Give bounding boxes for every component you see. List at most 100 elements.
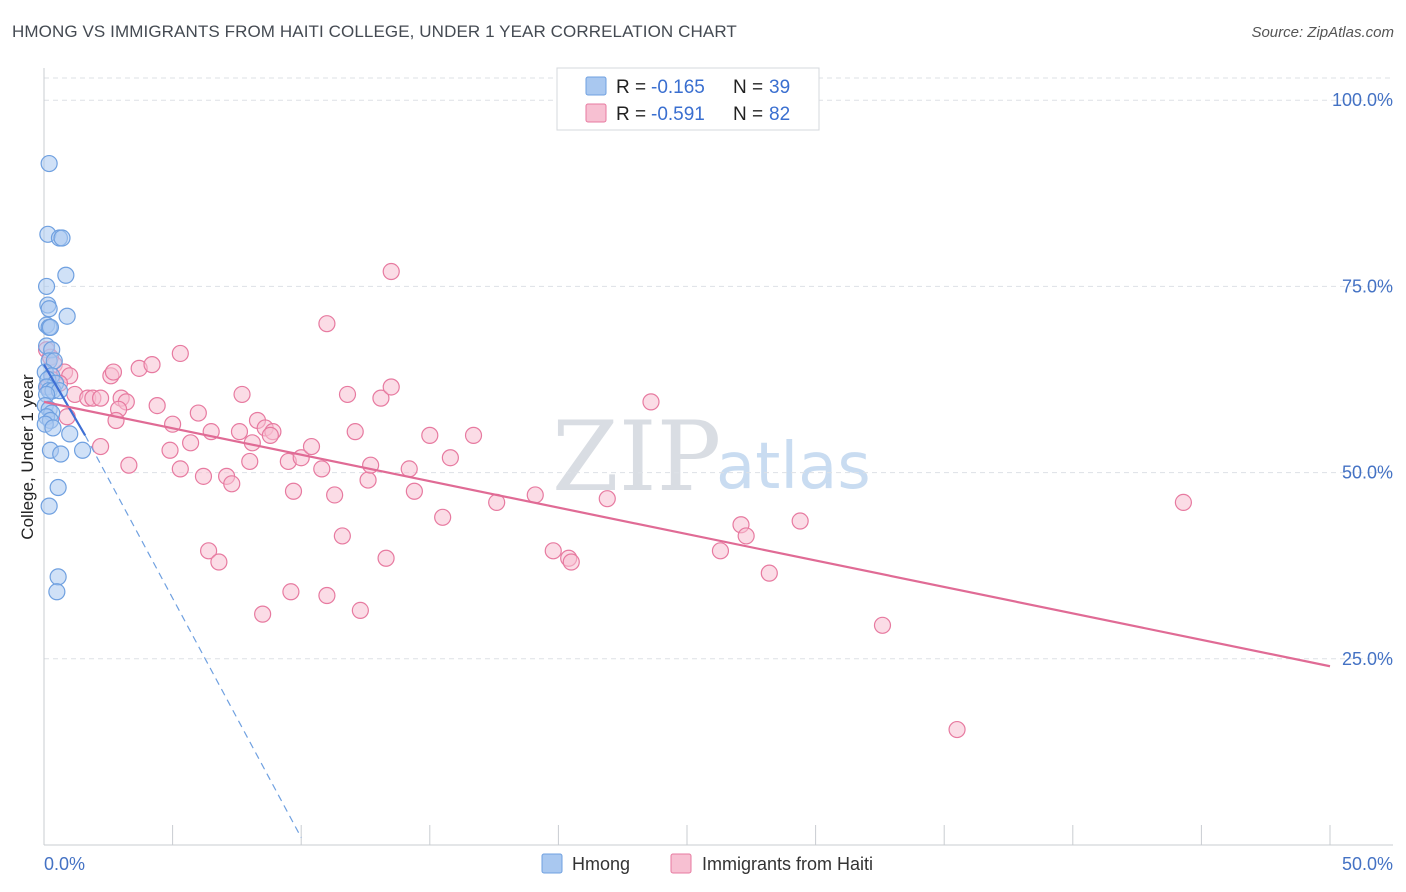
haiti-point-54 (372, 389, 390, 407)
x-tick-label-min: 0.0% (44, 854, 85, 874)
y-tick-labels: 100.0% 75.0% 50.0% 25.0% (1332, 90, 1393, 669)
haiti-point-60 (441, 449, 459, 467)
hmong-point-31 (44, 419, 62, 437)
haiti-point-22 (91, 437, 110, 456)
haiti-point-26 (161, 441, 179, 459)
series-legend: Hmong Immigrants from Haiti (541, 853, 873, 874)
legend-haiti-r-label: R = (616, 104, 646, 125)
haiti-point-65 (544, 542, 562, 560)
series-hmong-points (36, 154, 92, 601)
haiti-point-74 (791, 512, 809, 530)
haiti-trendline (43, 400, 1331, 668)
haiti-point-34 (230, 423, 249, 441)
hmong-point-8 (58, 307, 76, 325)
haiti-point-67 (562, 553, 580, 571)
bottom-legend-swatch-haiti (670, 853, 692, 874)
haiti-point-30 (194, 467, 213, 485)
haiti-point-51 (346, 423, 364, 441)
axes (43, 68, 1393, 846)
hmong-point-38 (49, 568, 67, 586)
series-haiti-points (37, 262, 1192, 739)
haiti-point-56 (377, 549, 395, 567)
y-tick-label-0: 100.0% (1332, 90, 1393, 110)
haiti-point-57 (400, 460, 418, 478)
haiti-point-72 (737, 527, 755, 545)
legend-hmong-r-value: -0.165 (651, 77, 705, 98)
haiti-point-73 (760, 564, 778, 582)
hmong-point-37 (40, 497, 58, 515)
x-tick-label-max: 50.0% (1342, 854, 1393, 874)
haiti-point-50 (333, 527, 351, 545)
haiti-point-47 (318, 315, 336, 333)
hmong-point-3 (53, 229, 71, 247)
gridlines (44, 77, 1393, 660)
haiti-point-82 (318, 586, 336, 605)
trendlines (43, 364, 1331, 838)
y-tick-label-3: 25.0% (1342, 649, 1393, 669)
haiti-point-55 (382, 378, 400, 396)
y-tick-label-2: 50.0% (1342, 463, 1393, 483)
hmong-point-35 (52, 445, 70, 463)
haiti-point-11 (58, 408, 76, 426)
hmong-trend-extension (84, 435, 302, 838)
legend-swatch-haiti (585, 103, 607, 123)
haiti-point-79 (210, 553, 228, 571)
hmong-point-34 (73, 441, 92, 459)
legend-hmong-n-value: 39 (769, 77, 790, 98)
haiti-point-46 (313, 460, 331, 478)
hmong-point-11 (41, 318, 60, 336)
haiti-point-49 (338, 385, 357, 404)
haiti-point-70 (711, 542, 730, 560)
hmong-point-36 (49, 478, 67, 497)
y-axis-label: College, Under 1 year (18, 374, 37, 540)
haiti-point-84 (382, 262, 400, 281)
watermark-atlas: atlas (716, 430, 871, 504)
haiti-point-68 (598, 490, 616, 508)
hmong-point-5 (37, 277, 56, 296)
haiti-point-80 (254, 605, 272, 623)
haiti-point-43 (284, 482, 303, 500)
watermark-zip: ZIP (552, 401, 721, 513)
haiti-point-75 (873, 616, 892, 634)
haiti-point-52 (359, 471, 377, 489)
haiti-point-58 (405, 482, 423, 500)
haiti-point-83 (351, 601, 369, 620)
chart-title: HMONG VS IMMIGRANTS FROM HAITI COLLEGE, … (12, 22, 737, 41)
haiti-point-78 (200, 542, 218, 560)
bottom-legend-hmong: Hmong (572, 854, 630, 874)
hmong-point-4 (57, 266, 75, 284)
haiti-point-36 (241, 452, 259, 471)
haiti-point-24 (120, 456, 138, 474)
haiti-point-28 (182, 434, 200, 452)
hmong-point-7 (40, 300, 58, 318)
legend-haiti-n-value: 82 (769, 104, 790, 125)
haiti-point-61 (434, 508, 452, 526)
haiti-point-69 (642, 393, 660, 411)
hmong-point-39 (48, 583, 66, 601)
haiti-point-59 (421, 426, 439, 444)
hmong-point-0 (40, 154, 58, 173)
haiti-point-77 (1174, 493, 1192, 512)
bottom-legend-haiti: Immigrants from Haiti (702, 854, 873, 874)
bottom-legend-swatch-hmong (541, 853, 563, 874)
haiti-point-21 (171, 344, 189, 363)
legend-hmong-n-label: N = (733, 77, 763, 98)
legend-swatch-hmong (585, 76, 607, 96)
haiti-point-45 (302, 437, 321, 456)
hmong-trendline (43, 364, 87, 436)
haiti-point-41 (261, 426, 279, 444)
haiti-point-19 (143, 356, 161, 374)
haiti-point-81 (282, 583, 300, 601)
hmong-point-32 (61, 425, 79, 443)
haiti-point-20 (148, 396, 166, 415)
stats-legend: R = -0.165 N = 39 R = -0.591 N = 82 (556, 67, 820, 131)
haiti-point-76 (948, 720, 966, 739)
y-tick-label-1: 75.0% (1342, 276, 1393, 296)
haiti-point-12 (91, 389, 110, 407)
haiti-point-35 (233, 385, 251, 404)
haiti-point-29 (189, 404, 207, 422)
haiti-point-33 (223, 475, 241, 493)
haiti-point-48 (326, 486, 344, 504)
haiti-point-14 (104, 363, 123, 381)
